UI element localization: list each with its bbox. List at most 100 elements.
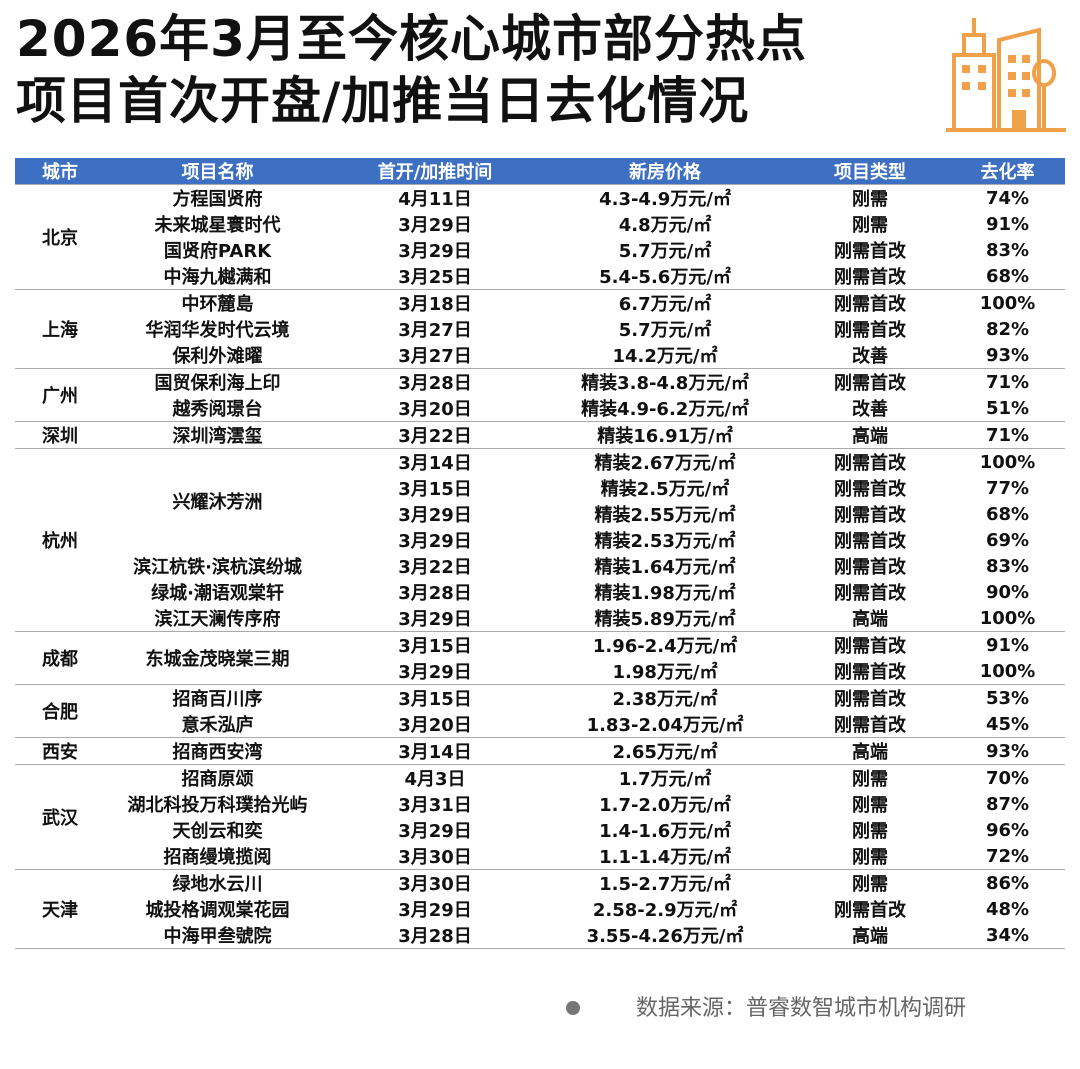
rate-cell: 100% [950,448,1065,475]
time-cell: 3月25日 [398,267,472,288]
price-cell: 1.1-1.4万元/㎡ [599,847,731,868]
time-cell: 3月29日 [398,531,472,552]
price-cell: 精装3.8-4.8万元/㎡ [540,368,790,395]
type-cell: 刚需 [790,869,950,896]
type-cell: 高端 [852,926,888,947]
project-cell: 东城金茂晓棠三期 [105,631,330,685]
type-cell: 刚需 [852,847,888,868]
time-cell: 3月29日 [398,241,472,262]
table-row: 武汉 招商原颂 4月3日 1.7万元/㎡ 刚需 70% [15,764,1065,870]
table-row: 中海九樾满和 3月25日 5.4-5.6万元/㎡ 刚需首改 68% [15,263,1065,290]
time-cell: 3月31日 [398,795,472,816]
rate-cell: 68% [985,503,1030,525]
type-cell: 刚需首改 [834,479,906,500]
table-row: 绿城·潮语观棠轩 3月28日 精装1.98万元/㎡ 刚需首改 90% [15,579,1065,605]
type-cell: 高端 [790,421,950,449]
type-cell: 刚需 [852,215,888,236]
project-cell: 中海甲叁號院 [163,926,272,947]
bullet [566,1001,580,1015]
time-cell: 3月29日 [398,505,472,526]
price-cell: 1.98万元/㎡ [612,662,718,683]
price-cell: 4.8万元/㎡ [618,215,712,236]
price-cell: 5.7万元/㎡ [618,241,712,262]
table-row: 湖北科投万科璞拾光屿 3月31日 1.7-2.0万元/㎡ 刚需 87% [15,791,1065,817]
time-cell: 3月28日 [398,583,472,604]
rate-cell: 71% [950,421,1065,449]
project-cell: 天创云和奕 [172,821,263,842]
rate-cell: 93% [950,737,1065,765]
table-row: 中海甲叁號院 3月28日 3.55-4.26万元/㎡ 高端 34% [15,922,1065,949]
project-cell: 华润华发时代云境 [145,320,290,341]
project-cell: 兴耀沐芳洲 [105,448,330,553]
table-row: 天津 绿地水云川 3月30日 1.5-2.7万元/㎡ 刚需 86% [15,869,1065,949]
table-row: 西安 招商西安湾 3月14日 2.65万元/㎡ 高端 93% [15,737,1065,765]
rate-cell: 86% [950,869,1065,896]
rate-cell: 93% [985,344,1030,366]
table-row: 3月15日 精装2.5万元/㎡ 刚需首改 77% [15,475,1065,501]
table-row: 国贤府PARK 3月29日 5.7万元/㎡ 刚需首改 83% [15,237,1065,263]
time-cell: 3月28日 [330,368,540,395]
price-cell: 4.3-4.9万元/㎡ [540,184,790,211]
table-row: 未来城星寰时代 3月29日 4.8万元/㎡ 刚需 91% [15,211,1065,237]
type-cell: 刚需首改 [790,368,950,395]
column-header: 城市 [15,158,105,185]
price-cell: 精装2.55万元/㎡ [594,505,736,526]
type-cell: 刚需首改 [834,715,906,736]
city-cell: 上海 [15,289,105,369]
source: 数据来源：普睿数智城市机构调研 [636,996,967,1021]
price-cell: 1.7-2.0万元/㎡ [599,795,731,816]
city-cell: 天津 [15,869,105,949]
price-cell: 14.2万元/㎡ [612,346,718,367]
time-cell: 3月30日 [398,847,472,868]
column-header: 项目类型 [790,158,950,185]
city-cell: 合肥 [15,684,105,738]
time-cell: 3月15日 [398,479,472,500]
column-header: 去化率 [950,158,1065,185]
type-cell: 高端 [852,609,888,630]
project-cell: 中环麓島 [105,289,330,316]
price-cell: 精装16.91万/㎡ [540,421,790,449]
price-cell: 2.38万元/㎡ [540,684,790,711]
table-row: 成都 东城金茂晓棠三期 3月15日 1.96-2.4万元/㎡ 刚需首改 91% [15,631,1065,685]
table-row: 合肥 招商百川序 3月15日 2.38万元/㎡ 刚需首改 53% [15,684,1065,738]
type-cell: 刚需首改 [790,289,950,316]
rate-cell: 51% [985,397,1030,419]
type-cell: 刚需首改 [790,684,950,711]
price-cell: 3.55-4.26万元/㎡ [586,926,744,947]
time-cell: 3月20日 [398,715,472,736]
project-cell: 未来城星寰时代 [154,215,281,236]
time-cell: 3月29日 [398,609,472,630]
type-cell: 刚需 [790,764,950,791]
title-line: 项目首次开盘/加推当日去化情况 [16,72,750,130]
type-cell: 刚需 [852,795,888,816]
time-cell: 4月3日 [330,764,540,791]
table-row: 华润华发时代云境 3月27日 5.7万元/㎡ 刚需首改 82% [15,316,1065,342]
rate-cell: 100% [950,289,1065,316]
type-cell: 刚需首改 [834,241,906,262]
table-row: 天创云和奕 3月29日 1.4-1.6万元/㎡ 刚需 96% [15,817,1065,843]
table-row: 杭州 兴耀沐芳洲 3月14日 精装2.67万元/㎡ 刚需首改 100% [15,448,1065,632]
rate-cell: 68% [985,265,1030,287]
city-cell: 成都 [15,631,105,685]
rate-cell: 87% [985,793,1030,815]
project-cell: 越秀阅璟台 [172,399,263,420]
rate-cell: 34% [985,924,1030,946]
project-cell: 招商百川序 [105,684,330,711]
header-row: 城市 项目名称 首开/加推时间 新房价格 项目类型 去化率 [15,158,1065,185]
table-row: 广州 国贸保利海上印 3月28日 精装3.8-4.8万元/㎡ 刚需首改 71% [15,368,1065,422]
time-cell: 3月29日 [398,662,472,683]
title-line: 2026年3月至今核心城市部分热点 [16,10,807,68]
price-cell: 5.4-5.6万元/㎡ [599,267,731,288]
table-row: 北京 方程国贤府 4月11日 4.3-4.9万元/㎡ 刚需 74% [15,184,1065,290]
type-cell: 改善 [852,346,888,367]
price-cell: 5.7万元/㎡ [618,320,712,341]
table-row: 保利外滩曜 3月27日 14.2万元/㎡ 改善 93% [15,342,1065,369]
project-cell: 招商缦境揽阅 [163,847,272,868]
table-row: 上海 中环麓島 3月18日 6.7万元/㎡ 刚需首改 100% [15,289,1065,369]
table-row: 招商缦境揽阅 3月30日 1.1-1.4万元/㎡ 刚需 72% [15,843,1065,870]
project-cell: 国贤府PARK [163,241,272,262]
project-cell: 招商西安湾 [105,737,330,765]
project-cell: 方程国贤府 [105,184,330,211]
time-cell: 3月29日 [398,821,472,842]
